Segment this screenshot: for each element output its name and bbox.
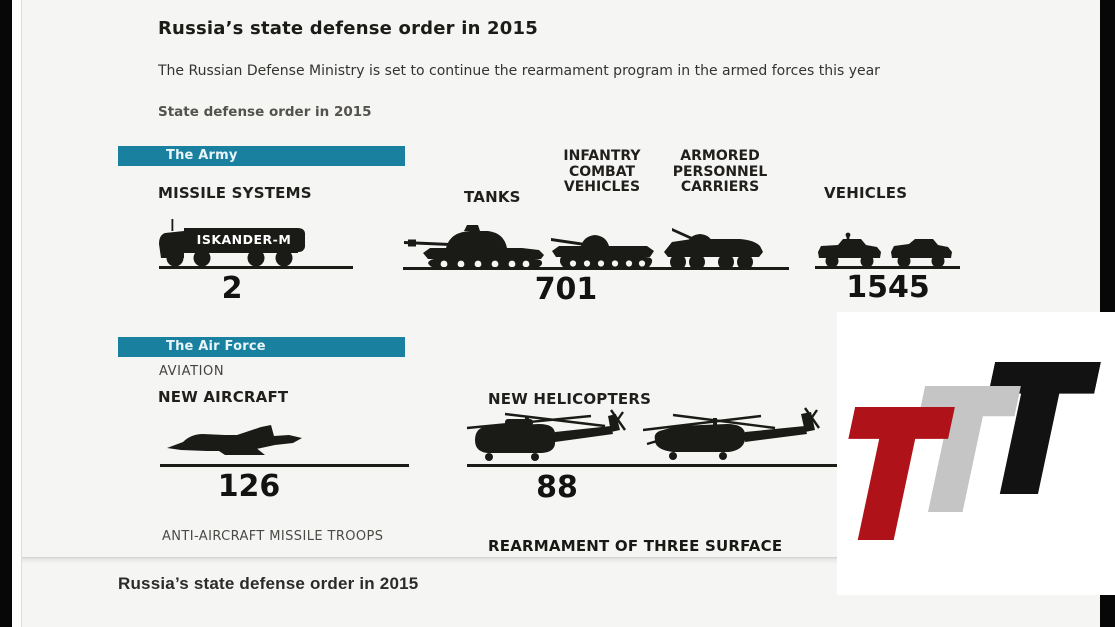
logo-letter-t-red (827, 407, 955, 540)
air-force-section-band: The Air Force (118, 337, 405, 357)
transport-helicopter-icon (465, 406, 645, 466)
jeep-icon (889, 230, 955, 268)
anti-aircraft-missile-troops-label: ANTI-AIRCRAFT MISSILE TROOPS (162, 529, 384, 544)
tank-icon (404, 222, 546, 269)
new-helicopters-value: 88 (536, 470, 578, 505)
vehicles-baseline (815, 266, 960, 269)
fighter-jet-icon (167, 421, 307, 463)
footer-title: Russia’s state defense order in 2015 (118, 574, 419, 593)
armored-personnel-carriers-label: ARMORED PERSONNEL CARRIERS (672, 148, 768, 195)
new-aircraft-value: 126 (217, 469, 281, 504)
helicopters-baseline (467, 464, 837, 467)
iskander-caption: ISKANDER-M (197, 232, 292, 247)
armor-baseline (403, 267, 789, 270)
missile-systems-label: MISSILE SYSTEMS (158, 184, 312, 202)
aviation-label: AVIATION (159, 364, 225, 379)
tanks-label: TANKS (464, 188, 521, 206)
aircraft-baseline (160, 464, 409, 467)
section-kicker: State defense order in 2015 (158, 104, 372, 120)
page-title: Russia’s state defense order in 2015 (158, 18, 538, 39)
apc-icon (662, 228, 764, 270)
ifv-icon (551, 230, 655, 270)
vehicles-value: 1545 (846, 270, 930, 305)
armor-value: 701 (534, 272, 598, 307)
jeep-icon (816, 231, 884, 268)
infantry-combat-vehicles-label: INFANTRY COMBAT VEHICLES (563, 148, 641, 195)
iskander-truck-icon: ISKANDER-M (158, 218, 308, 268)
missile-systems-value: 2 (221, 271, 243, 306)
logo-letter-t-black (967, 362, 1101, 494)
rearmament-label: REARMAMENT OF THREE SURFACE (488, 537, 783, 555)
page-subtitle: The Russian Defense Ministry is set to c… (158, 63, 880, 79)
left-frame-bar (0, 0, 12, 627)
left-margin-strip (12, 0, 22, 627)
vehicles-label: VEHICLES (824, 184, 908, 202)
ttt-logo (837, 312, 1115, 595)
section-divider (22, 557, 837, 564)
attack-helicopter-icon (643, 406, 838, 466)
missile-baseline (159, 266, 353, 269)
new-aircraft-label: NEW AIRCRAFT (158, 388, 289, 406)
new-helicopters-label: NEW HELICOPTERS (488, 390, 652, 408)
army-section-band: The Army (118, 146, 405, 166)
